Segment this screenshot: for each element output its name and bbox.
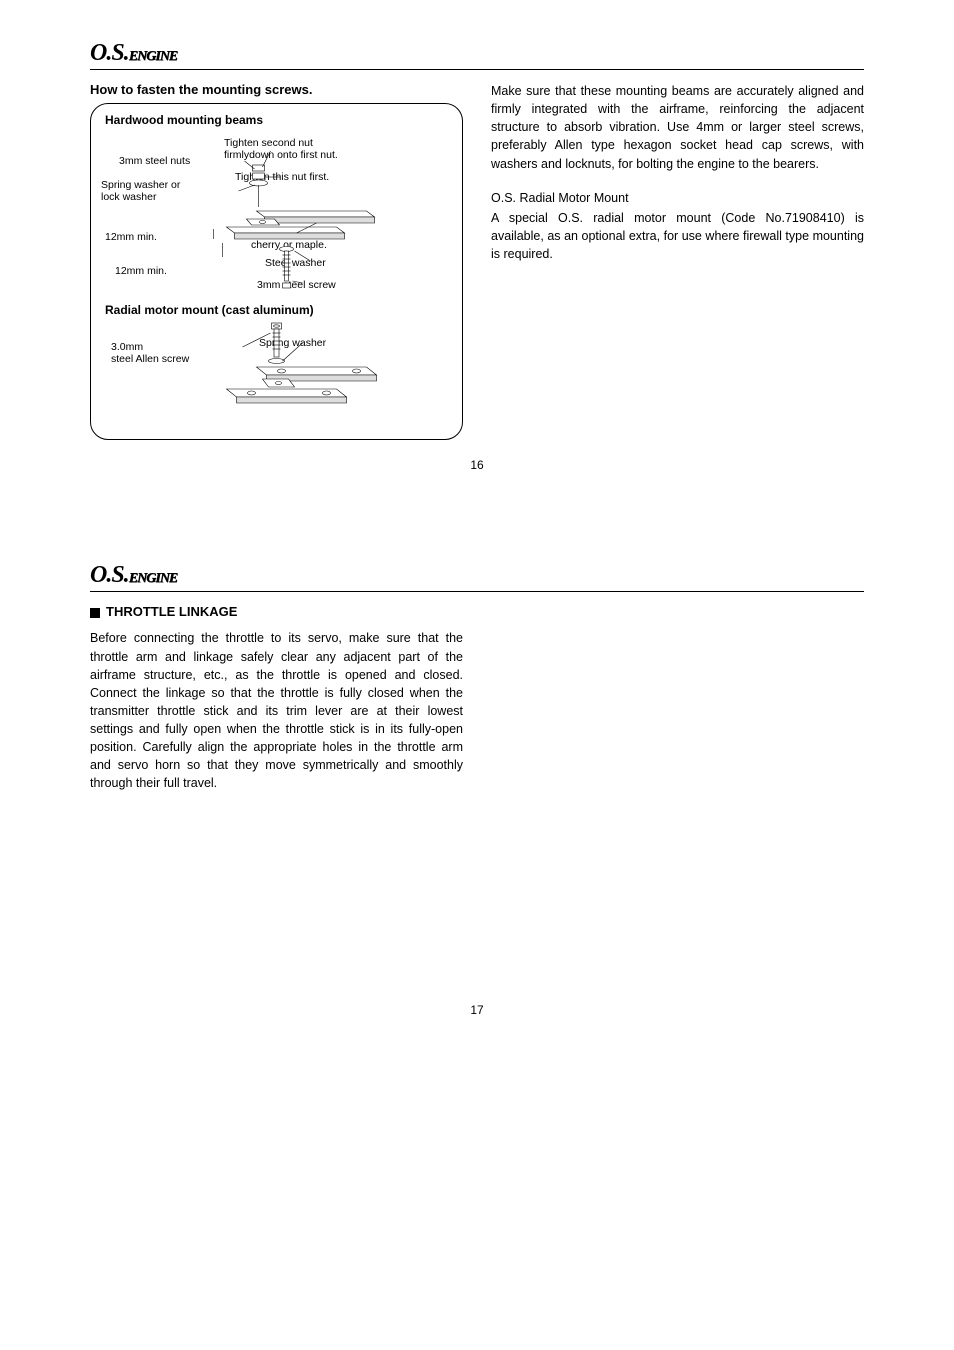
diagram2-title: Radial motor mount (cast aluminum) xyxy=(105,304,454,317)
brand-logo: O.S.ENGINE xyxy=(90,40,864,67)
brand-logo-2: O.S.ENGINE xyxy=(90,562,864,589)
logo-main: O.S. xyxy=(90,40,129,66)
right-column-2 xyxy=(491,629,864,792)
logo-sub: ENGINE xyxy=(129,49,177,64)
body-text-2: A special O.S. radial motor mount (Code … xyxy=(491,209,864,263)
header-rule-2 xyxy=(90,591,864,592)
page-16: O.S.ENGINE How to fasten the mounting sc… xyxy=(0,0,954,502)
throttle-heading-text: THROTTLE LINKAGE xyxy=(106,604,237,619)
left-column-2: Before connecting the throttle to its se… xyxy=(90,629,463,792)
diagram2-area: 3.0mm steel Allen screw Spring washer xyxy=(99,321,454,431)
logo-main-2: O.S. xyxy=(90,562,129,588)
diagram1-svg xyxy=(99,131,454,296)
diagram-box: Hardwood mounting beams 3mm steel nuts T… xyxy=(90,103,463,440)
page-17: O.S.ENGINE THROTTLE LINKAGE Before conne… xyxy=(0,502,954,1046)
bullet-square-icon xyxy=(90,608,100,618)
diagram2-svg xyxy=(99,321,454,431)
throttle-body: Before connecting the throttle to its se… xyxy=(90,629,463,792)
subheading-radial: O.S. Radial Motor Mount xyxy=(491,191,864,205)
left-column: How to fasten the mounting screws. Hardw… xyxy=(90,82,463,440)
section-title: How to fasten the mounting screws. xyxy=(90,82,463,97)
page-number-17: 17 xyxy=(90,1003,864,1017)
page-number-16: 16 xyxy=(90,458,864,472)
content-columns-2: Before connecting the throttle to its se… xyxy=(90,629,864,792)
diagram1-area: 3mm steel nuts Tighten second nut firmly… xyxy=(99,131,454,296)
logo-sub-2: ENGINE xyxy=(129,571,177,586)
throttle-heading: THROTTLE LINKAGE xyxy=(90,604,864,619)
body-text-1: Make sure that these mounting beams are … xyxy=(491,82,864,173)
content-columns: How to fasten the mounting screws. Hardw… xyxy=(90,82,864,440)
header-rule xyxy=(90,69,864,70)
right-column: Make sure that these mounting beams are … xyxy=(491,82,864,440)
diagram1-title: Hardwood mounting beams xyxy=(105,114,454,127)
